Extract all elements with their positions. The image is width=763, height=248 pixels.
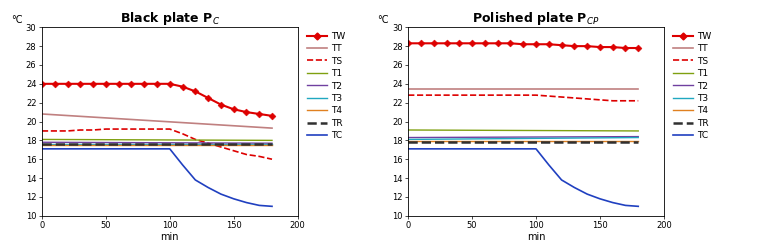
X-axis label: min: min	[160, 232, 179, 242]
Text: °C: °C	[11, 15, 23, 25]
Legend: TW, TT, TS, T1, T2, T3, T4, TR, TC: TW, TT, TS, T1, T2, T3, T4, TR, TC	[307, 32, 345, 140]
Title: Black plate P$_C$: Black plate P$_C$	[120, 10, 220, 27]
Title: Polished plate P$_{CP}$: Polished plate P$_{CP}$	[472, 10, 600, 27]
Legend: TW, TT, TS, T1, T2, T3, T4, TR, TC: TW, TT, TS, T1, T2, T3, T4, TR, TC	[674, 32, 711, 140]
X-axis label: min: min	[526, 232, 546, 242]
Text: °C: °C	[378, 15, 389, 25]
